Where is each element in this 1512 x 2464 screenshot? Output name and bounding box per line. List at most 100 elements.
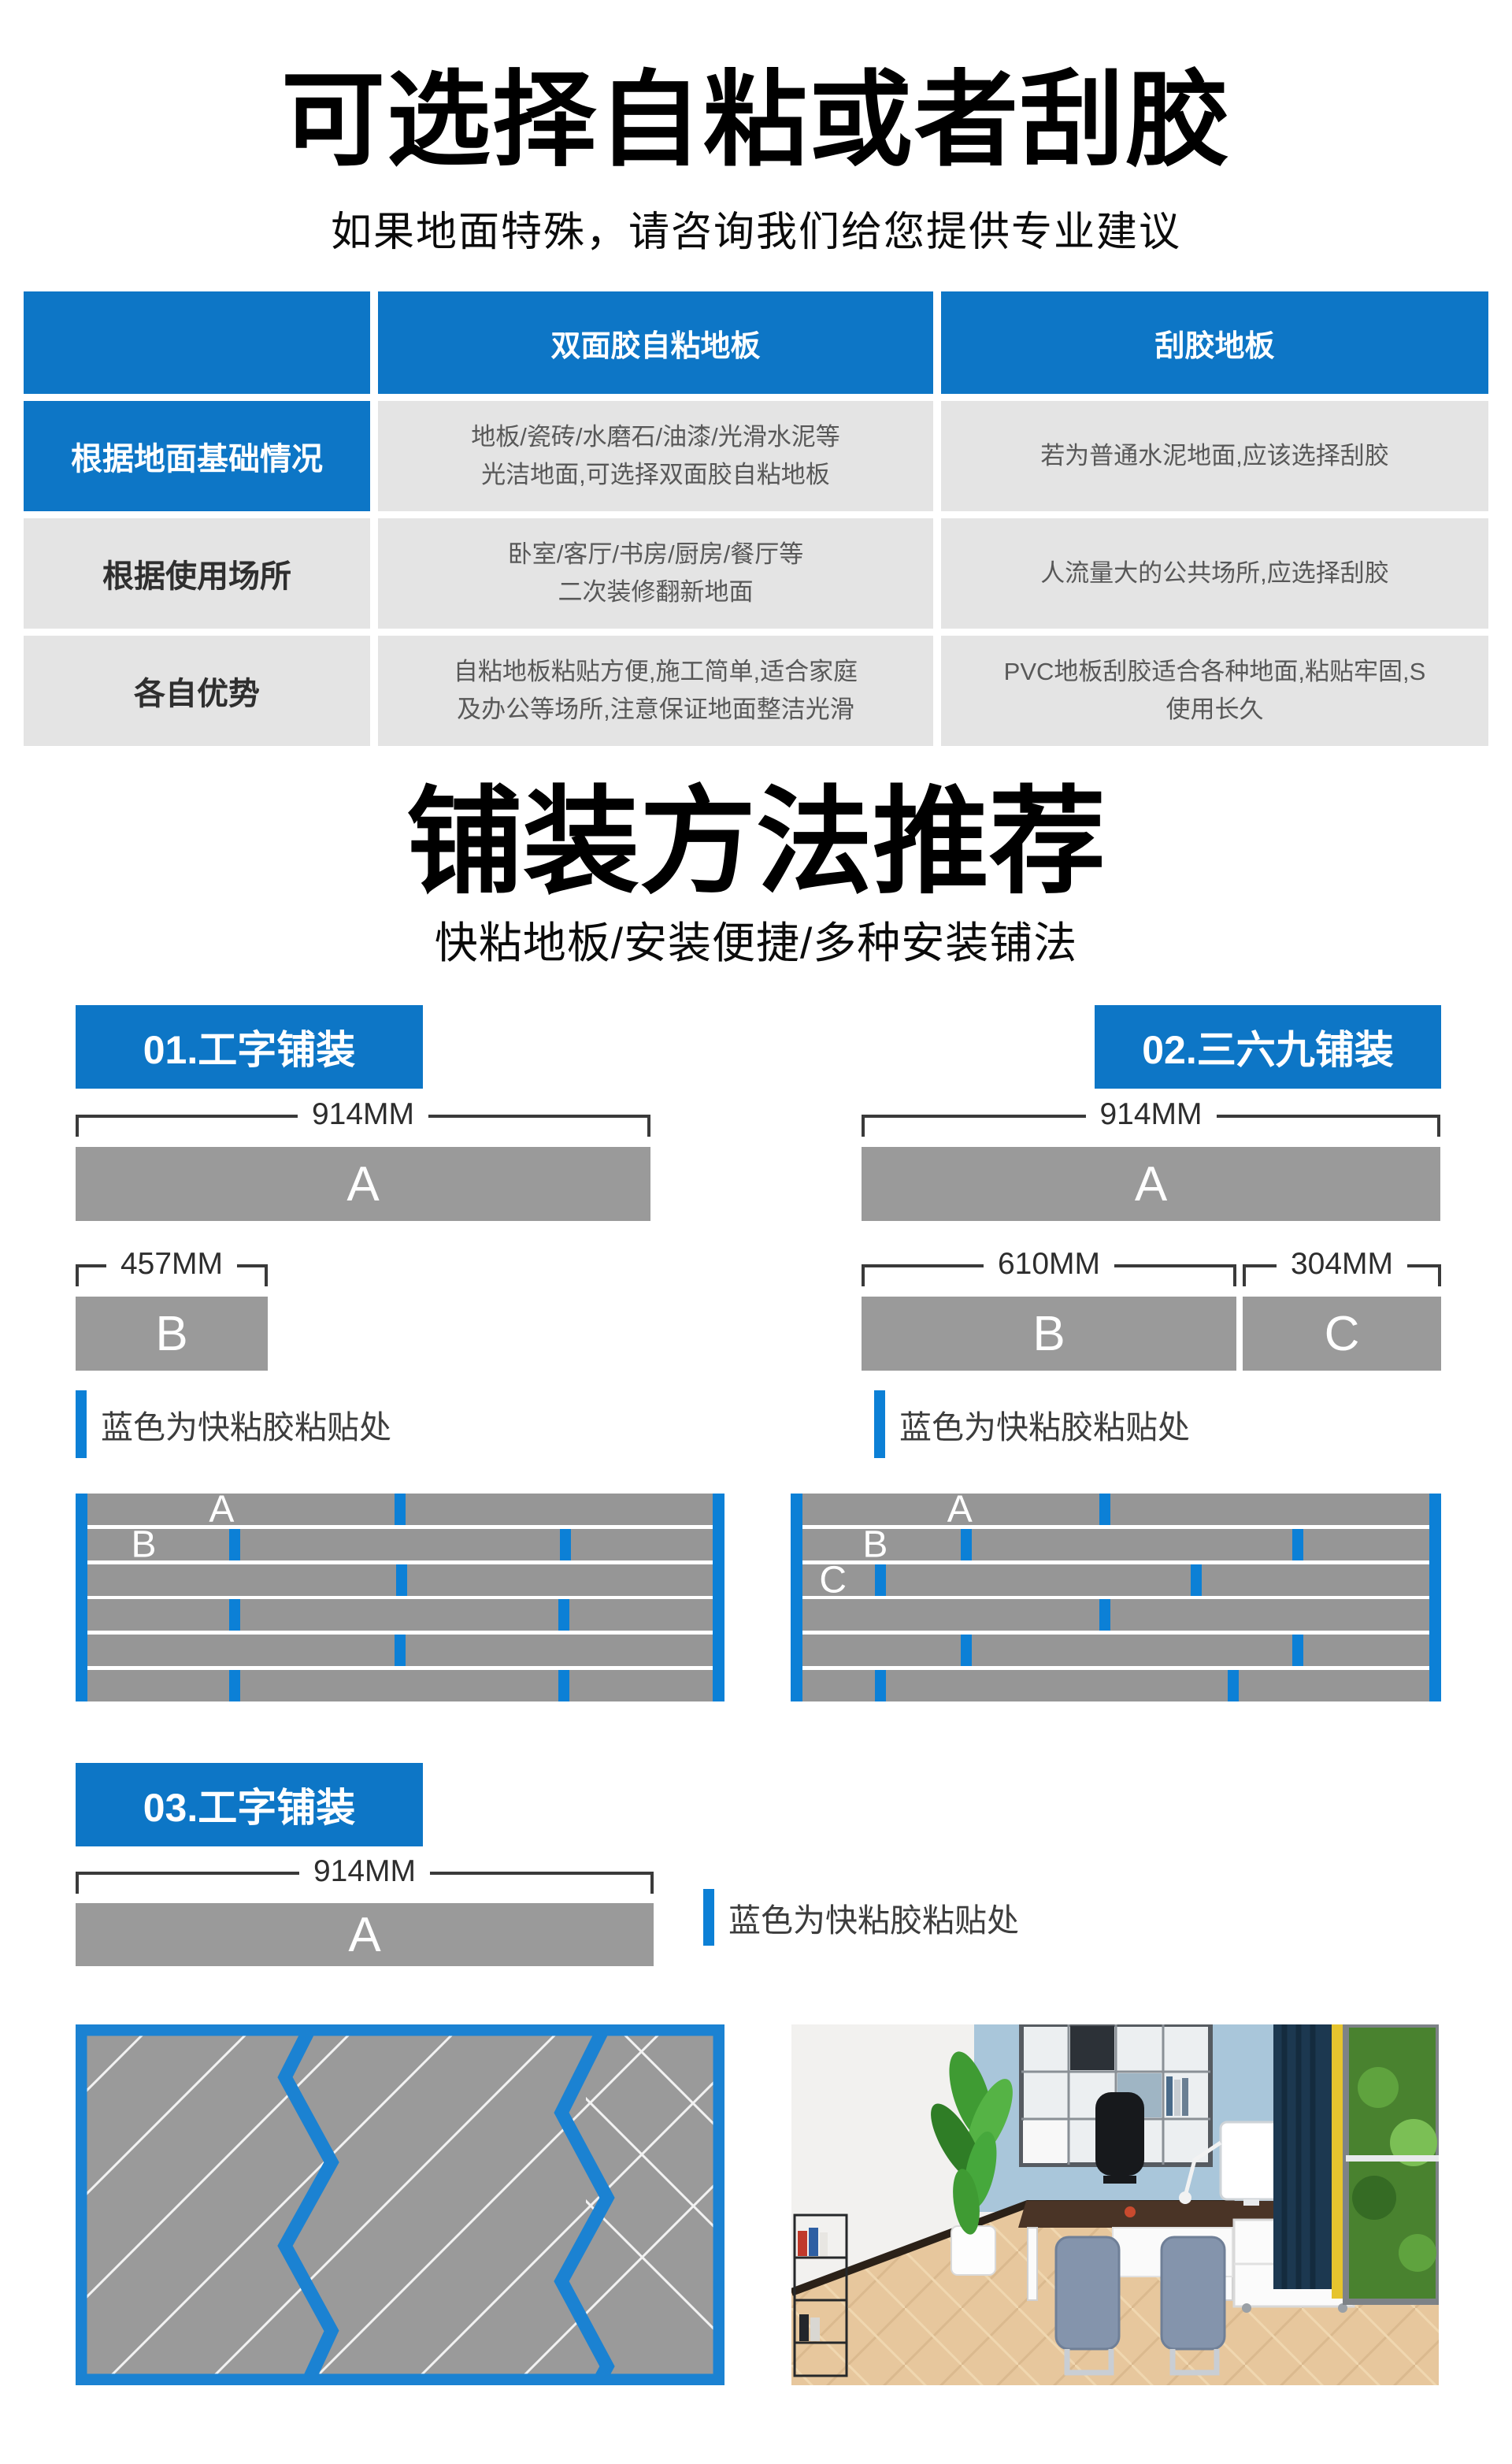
glue-seam-marker [395, 1494, 406, 1525]
table-header-self-adhesive: 双面胶自粘地板 [378, 291, 933, 394]
guest-chair-right [1160, 2236, 1226, 2376]
table-corner-cell [24, 291, 370, 394]
dimension-bracket-457: 457MM [76, 1247, 268, 1291]
herringbone-border [76, 2024, 724, 2385]
table-cell-advantage-self: 自粘地板粘贴方便,施工简单,适合家庭 及办公等场所,注意保证地面整洁光滑 [378, 636, 933, 746]
books [798, 2228, 828, 2341]
glue-legend-bottom: 蓝色为快粘胶粘贴处 [703, 1889, 1019, 1946]
dimension-label: 914MM [297, 1097, 429, 1132]
plank-seam-lines-left [76, 2024, 724, 2385]
plank-row [791, 1635, 1441, 1667]
plank-row [76, 1635, 724, 1667]
glue-seam-marker [874, 1670, 886, 1701]
yellow-wall-trim [1332, 2024, 1346, 2299]
dimension-bracket-610: 610MM [862, 1247, 1236, 1291]
plank-row: B [791, 1523, 1441, 1565]
glue-zigzag-lines [277, 2024, 615, 2385]
glue-seam-marker [560, 1528, 572, 1560]
table-row-label-advantage: 各自优势 [24, 636, 370, 746]
monitor [1219, 2121, 1284, 2206]
plank-row [791, 1670, 1441, 1701]
plank-bar-b2: B [862, 1297, 1236, 1371]
dimension-label: 457MM [106, 1247, 238, 1282]
plank-row [76, 1599, 724, 1631]
glue-seam-marker [874, 1564, 886, 1596]
glue-seam-marker [395, 1635, 406, 1667]
blue-marker-bar [76, 1390, 87, 1458]
plank-row: C [791, 1559, 1441, 1601]
glue-seam-marker [1227, 1670, 1239, 1701]
methods-title: 铺装方法推荐 [406, 777, 1106, 907]
glue-seam-marker [961, 1635, 973, 1667]
plank-seam-lines-right [586, 2024, 724, 2342]
desk-accessory [1125, 2206, 1136, 2217]
desk-lamp [1179, 2140, 1222, 2204]
plank-row [76, 1564, 724, 1596]
plank-bar-c2: C [1243, 1297, 1441, 1371]
glue-edge-marker [76, 1494, 87, 1701]
glue-seam-marker [1292, 1635, 1304, 1667]
dimension-bracket-304: 304MM [1243, 1247, 1441, 1291]
badge-method-02: 02.三六九铺装 [1095, 1005, 1441, 1089]
table-cell-advantage-glue: PVC地板刮胶适合各种地面,粘贴牢固,S 使用长久 [941, 636, 1488, 746]
plank-row [76, 1670, 724, 1701]
table-cell-place-glue: 人流量大的公共场所,应选择刮胶 [941, 518, 1488, 629]
window [1343, 2024, 1439, 2305]
plank-row-label: C [819, 1559, 847, 1601]
plank-bar-a3: A [76, 1903, 654, 1966]
guest-chair-left [1054, 2236, 1121, 2376]
glue-legend-text: 蓝色为快粘胶粘贴处 [728, 1902, 1019, 1939]
glue-edge-marker [1429, 1494, 1441, 1701]
plank-row-label: B [131, 1523, 157, 1566]
glue-legend-text: 蓝色为快粘胶粘贴处 [899, 1409, 1190, 1445]
dimension-label: 610MM [983, 1247, 1115, 1282]
glue-edge-marker [791, 1494, 802, 1701]
glue-edge-marker [713, 1494, 724, 1701]
plank-row-label: A [209, 1488, 235, 1531]
glue-seam-marker [228, 1528, 240, 1560]
glue-seam-marker [395, 1564, 407, 1596]
glue-seam-marker [961, 1528, 973, 1560]
dimension-label: 914MM [298, 1854, 431, 1889]
dimension-label: 304MM [1276, 1247, 1408, 1282]
glue-legend-left: 蓝色为快粘胶粘贴处 [76, 1390, 391, 1458]
page-title: 可选择自粘或者刮胶 [281, 62, 1231, 178]
dimension-bracket-914-left: 914MM [76, 1097, 650, 1141]
glue-seam-marker [1099, 1599, 1110, 1631]
plank-row [791, 1599, 1441, 1631]
glue-seam-marker [1190, 1564, 1202, 1596]
plank-bar-b1: B [76, 1297, 268, 1371]
plank-row: A [76, 1489, 724, 1531]
curtain [1273, 2024, 1332, 2289]
table-row-label-place: 根据使用场所 [24, 518, 370, 629]
plank-row: A [791, 1489, 1441, 1531]
blue-marker-bar [703, 1889, 714, 1946]
table-cell-ground-glue: 若为普通水泥地面,应该选择刮胶 [941, 401, 1488, 511]
table-header-glue: 刮胶地板 [941, 291, 1488, 394]
plank-bar-a2: A [862, 1147, 1440, 1221]
glue-seam-marker [1292, 1528, 1304, 1560]
dimension-label: 914MM [1085, 1097, 1217, 1132]
dimension-bracket-914-right: 914MM [862, 1097, 1440, 1141]
table-cell-ground-self: 地板/瓷砖/水磨石/油漆/光滑水泥等 光洁地面,可选择双面胶自粘地板 [378, 401, 933, 511]
badge-method-01: 01.工字铺装 [76, 1005, 423, 1089]
table-row-label-ground: 根据地面基础情况 [24, 401, 370, 511]
herringbone-pattern-diagram [76, 2024, 724, 2385]
plank-row: B [76, 1523, 724, 1565]
potted-plant [931, 2051, 1013, 2276]
glue-seam-marker [228, 1599, 240, 1631]
herringbone-background [76, 2024, 724, 2385]
glue-legend-right: 蓝色为快粘胶粘贴处 [874, 1390, 1190, 1458]
plank-row-label: B [862, 1523, 888, 1566]
glue-seam-marker [228, 1670, 240, 1701]
glue-seam-marker [558, 1670, 569, 1701]
glue-legend-text: 蓝色为快粘胶粘贴处 [101, 1409, 391, 1445]
blue-marker-bar [874, 1390, 885, 1458]
methods-subtitle: 快粘地板/安装便捷/多种安装铺法 [434, 918, 1078, 967]
badge-method-03: 03.工字铺装 [76, 1763, 423, 1846]
comparison-table: 双面胶自粘地板 刮胶地板 根据地面基础情况 地板/瓷砖/水磨石/油漆/光滑水泥等… [24, 291, 1488, 746]
plank-bar-a1: A [76, 1147, 650, 1221]
